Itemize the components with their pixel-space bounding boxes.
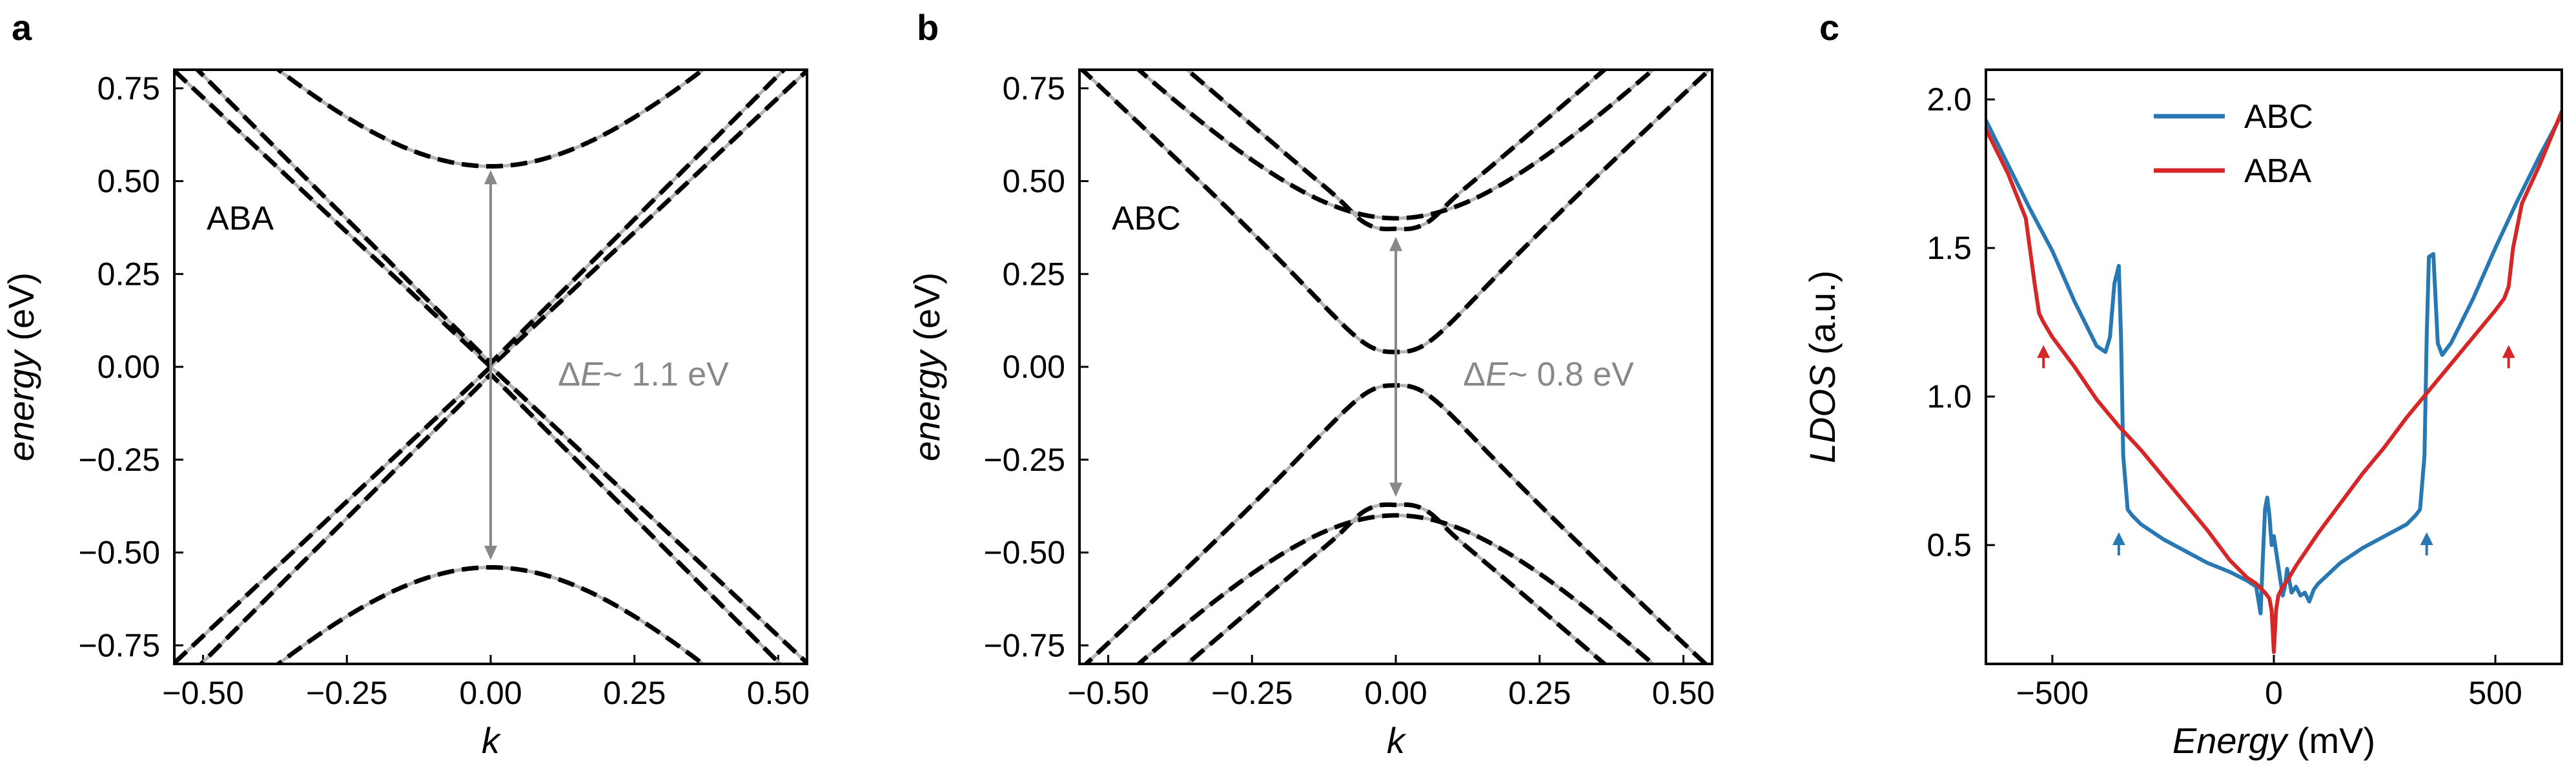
y-axis-label: energy (eV)	[906, 273, 947, 462]
stacking-label: ABC	[1112, 200, 1181, 237]
legend-label-ABA: ABA	[2244, 152, 2311, 190]
panel-letter: a	[12, 7, 32, 48]
panel-b: b −0.50 −0.25 0.00 0.25 0.50 0.75 0.50 0.25 0.00 −…	[906, 7, 1715, 761]
gap-label: ΔE~ 0.8 eV	[1463, 356, 1634, 393]
x-tick-label: −0.25	[306, 675, 388, 711]
y-tick-label: 1.0	[1927, 378, 1972, 415]
x-tick-label: 0	[2265, 675, 2283, 711]
panel-letter: c	[1819, 7, 1839, 48]
y-tick-label: 0.50	[1003, 163, 1065, 200]
band-reference-3	[1185, 502, 1607, 664]
x-tick-label: −0.50	[1067, 675, 1149, 711]
x-tick-label: 0.25	[603, 675, 666, 711]
y-tick-label: 0.75	[1003, 70, 1065, 107]
x-tick-label: 0.00	[459, 675, 522, 711]
y-tick-label: 0.75	[97, 70, 160, 107]
panel-a: a −0.50 −0.25 0.00 0.25 0.50 0.75 0.50 0.25 0.00 −…	[1, 7, 810, 761]
gap-arrow-head-up	[484, 170, 497, 185]
axes-frame	[1985, 68, 2563, 665]
x-tick-label: −0.25	[1211, 675, 1293, 711]
feature-marker-head-1	[2502, 345, 2515, 358]
y-tick-label: −0.25	[983, 442, 1065, 478]
y-axis-label: energy (eV)	[1, 273, 41, 462]
panel-c: c −500 0 500 2.0 1.5 1.0 0.5 Energy (mV) LDOS (a.…	[1802, 7, 2563, 761]
y-tick-label: 0.50	[97, 163, 160, 200]
y-tick-label: 1.5	[1927, 230, 1972, 266]
feature-marker-head-2	[2112, 532, 2125, 545]
stacking-label: ABA	[207, 200, 274, 237]
x-axis-label: k	[1387, 720, 1407, 761]
x-tick-label: 0.50	[747, 675, 810, 711]
y-tick-label: −0.50	[983, 535, 1065, 571]
feature-marker-head-3	[2420, 532, 2433, 545]
gap-label: ΔE~ 1.1 eV	[558, 356, 729, 393]
x-tick-label: −500	[2016, 675, 2089, 711]
x-tick-label: 0.50	[1652, 675, 1715, 711]
y-tick-label: 2.0	[1927, 81, 1972, 118]
y-tick-label: 0.25	[1003, 256, 1065, 292]
x-tick-label: 0.00	[1364, 675, 1427, 711]
band-curve-5	[1135, 513, 1657, 664]
x-axis-label: Energy (mV)	[2172, 720, 2375, 761]
series-line-ABC	[1986, 113, 2562, 615]
y-tick-label: −0.50	[78, 535, 160, 571]
gap-arrow-head-down	[1389, 482, 1402, 497]
axes-frame	[173, 68, 808, 665]
y-tick-label: 0.00	[97, 349, 160, 385]
panel-letter: b	[917, 7, 939, 48]
band-curve-4	[1135, 70, 1657, 221]
series-line-ABA	[1986, 110, 2562, 654]
x-tick-label: 500	[2468, 675, 2522, 711]
band-reference-2	[1185, 70, 1607, 231]
y-tick-label: 0.00	[1003, 349, 1065, 385]
legend-label-ABC: ABC	[2244, 98, 2313, 136]
y-tick-label: −0.25	[78, 442, 160, 478]
x-tick-label: −0.50	[162, 675, 244, 711]
y-tick-label: 0.5	[1927, 527, 1972, 563]
gap-arrow-head-up	[1389, 236, 1402, 251]
x-tick-label: 0.25	[1508, 675, 1571, 711]
y-tick-label: −0.75	[983, 627, 1065, 663]
x-axis-label: k	[482, 720, 502, 761]
band-curve-2	[1183, 70, 1608, 232]
plot-area	[1986, 110, 2562, 654]
band-curve-3	[1183, 502, 1608, 664]
y-tick-label: 0.25	[97, 256, 160, 292]
feature-marker-head-0	[2037, 345, 2050, 358]
y-tick-label: −0.75	[78, 627, 160, 663]
axes-frame	[1078, 68, 1713, 665]
gap-arrow-head-down	[484, 546, 497, 560]
band-reference-4	[1136, 70, 1656, 220]
y-axis-label: LDOS (a.u.)	[1802, 271, 1843, 464]
